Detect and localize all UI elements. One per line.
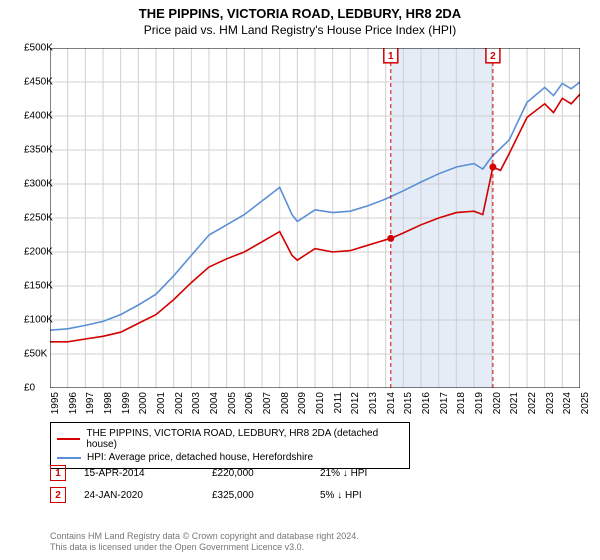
x-tick-label: 2010 [315, 392, 326, 414]
sale-date: 24-JAN-2020 [84, 490, 194, 501]
y-tick-label: £50K [24, 349, 44, 360]
sale-date: 15-APR-2014 [84, 468, 194, 479]
y-tick-label: £500K [24, 43, 44, 54]
y-tick-label: £100K [24, 315, 44, 326]
chart-container: THE PIPPINS, VICTORIA ROAD, LEDBURY, HR8… [0, 0, 600, 560]
x-tick-label: 2005 [227, 392, 238, 414]
x-tick-label: 2002 [174, 392, 185, 414]
x-tick-label: 2007 [262, 392, 273, 414]
x-tick-label: 2012 [350, 392, 361, 414]
sales-row: 1 15-APR-2014 £220,000 21% ↓ HPI [50, 462, 410, 484]
x-tick-label: 1999 [121, 392, 132, 414]
footer: Contains HM Land Registry data © Crown c… [50, 531, 359, 554]
chart-subtitle: Price paid vs. HM Land Registry's House … [0, 21, 600, 37]
x-tick-label: 2004 [209, 392, 220, 414]
footer-line: Contains HM Land Registry data © Crown c… [50, 531, 359, 543]
x-tick-label: 1997 [85, 392, 96, 414]
x-tick-label: 2023 [545, 392, 556, 414]
y-tick-label: £0 [24, 383, 44, 394]
sale-price: £325,000 [212, 490, 302, 501]
legend-swatch [57, 457, 81, 459]
sale-marker-icon: 2 [50, 487, 66, 503]
legend-label: THE PIPPINS, VICTORIA ROAD, LEDBURY, HR8… [86, 428, 403, 450]
footer-line: This data is licensed under the Open Gov… [50, 542, 359, 554]
svg-text:1: 1 [388, 51, 394, 62]
y-tick-label: £450K [24, 77, 44, 88]
x-tick-label: 2018 [456, 392, 467, 414]
x-tick-label: 2009 [297, 392, 308, 414]
y-tick-label: £200K [24, 247, 44, 258]
x-tick-label: 2022 [527, 392, 538, 414]
x-tick-label: 2014 [386, 392, 397, 414]
y-tick-label: £300K [24, 179, 44, 190]
x-tick-label: 2001 [156, 392, 167, 414]
sale-price: £220,000 [212, 468, 302, 479]
y-tick-label: £150K [24, 281, 44, 292]
x-tick-label: 2024 [562, 392, 573, 414]
x-tick-label: 1995 [50, 392, 61, 414]
x-tick-label: 2020 [492, 392, 503, 414]
y-tick-label: £400K [24, 111, 44, 122]
x-tick-label: 2011 [333, 392, 344, 414]
x-tick-label: 2013 [368, 392, 379, 414]
x-tick-label: 2021 [509, 392, 520, 414]
x-tick-label: 2019 [474, 392, 485, 414]
legend-swatch [57, 438, 80, 440]
y-tick-label: £250K [24, 213, 44, 224]
sale-marker-icon: 1 [50, 465, 66, 481]
x-tick-label: 2016 [421, 392, 432, 414]
svg-text:2: 2 [490, 51, 496, 62]
sale-diff: 21% ↓ HPI [320, 468, 410, 479]
x-tick-label: 2008 [280, 392, 291, 414]
x-tick-label: 1998 [103, 392, 114, 414]
x-tick-label: 1996 [68, 392, 79, 414]
legend-row: THE PIPPINS, VICTORIA ROAD, LEDBURY, HR8… [57, 427, 403, 451]
sale-diff: 5% ↓ HPI [320, 490, 410, 501]
chart-area: 12 [50, 48, 580, 388]
x-tick-label: 2015 [403, 392, 414, 414]
sales-row: 2 24-JAN-2020 £325,000 5% ↓ HPI [50, 484, 410, 506]
x-tick-label: 2025 [580, 392, 591, 414]
chart-title: THE PIPPINS, VICTORIA ROAD, LEDBURY, HR8… [0, 0, 600, 21]
x-tick-label: 2003 [191, 392, 202, 414]
x-tick-label: 2000 [138, 392, 149, 414]
sales-table: 1 15-APR-2014 £220,000 21% ↓ HPI 2 24-JA… [50, 462, 410, 506]
x-tick-label: 2017 [439, 392, 450, 414]
x-tick-label: 2006 [244, 392, 255, 414]
chart-svg: 12 [50, 48, 580, 388]
y-tick-label: £350K [24, 145, 44, 156]
